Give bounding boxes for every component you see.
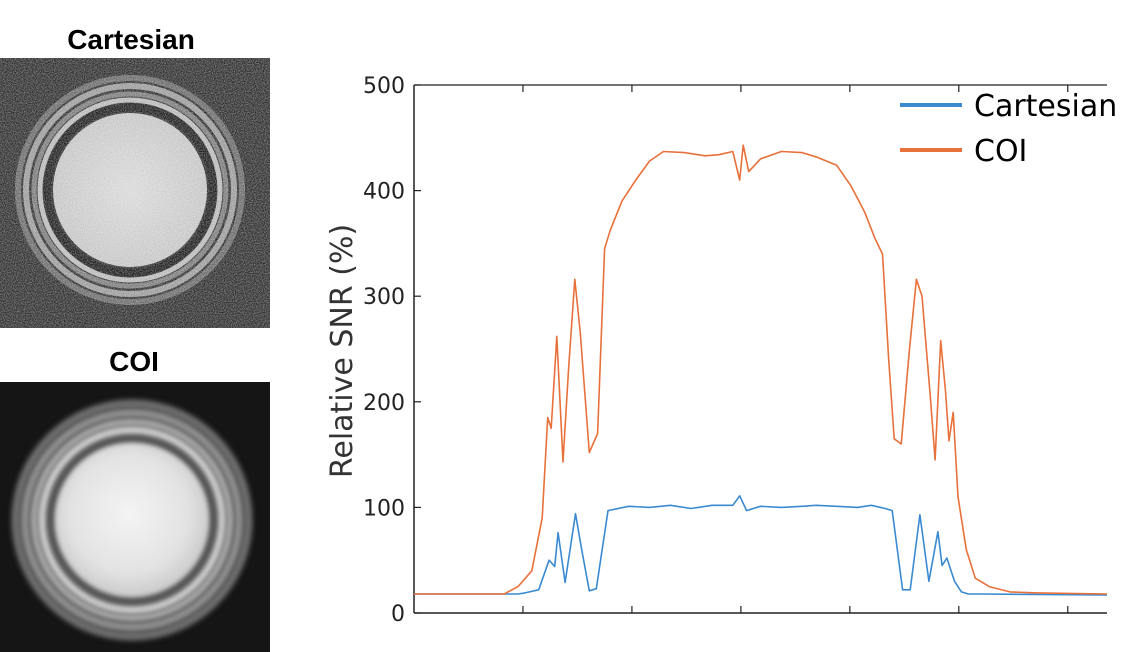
y-tick-label: 500 <box>363 74 405 99</box>
coi-panel-title: COI <box>109 346 159 377</box>
series-line-coi <box>414 144 1108 595</box>
y-tick-label: 200 <box>363 391 405 416</box>
chart-series <box>414 144 1108 596</box>
y-axis-label: Relative SNR (%) <box>325 224 360 478</box>
y-tick-label: 100 <box>363 496 405 521</box>
y-tick-label: 400 <box>363 180 405 205</box>
legend-label-cartesian: Cartesian <box>974 89 1117 124</box>
series-line-cartesian <box>414 495 1108 596</box>
y-tick-label: 0 <box>391 602 405 627</box>
chart-axes: 0 100 200 300 400 500 <box>363 74 1107 627</box>
cartesian-mri-image <box>0 58 270 328</box>
chart-legend: Cartesian COI <box>900 89 1117 169</box>
coi-mri-image <box>0 382 270 652</box>
y-tick-label: 300 <box>363 285 405 310</box>
cartesian-panel-title: Cartesian <box>67 24 195 55</box>
legend-label-coi: COI <box>974 134 1027 169</box>
